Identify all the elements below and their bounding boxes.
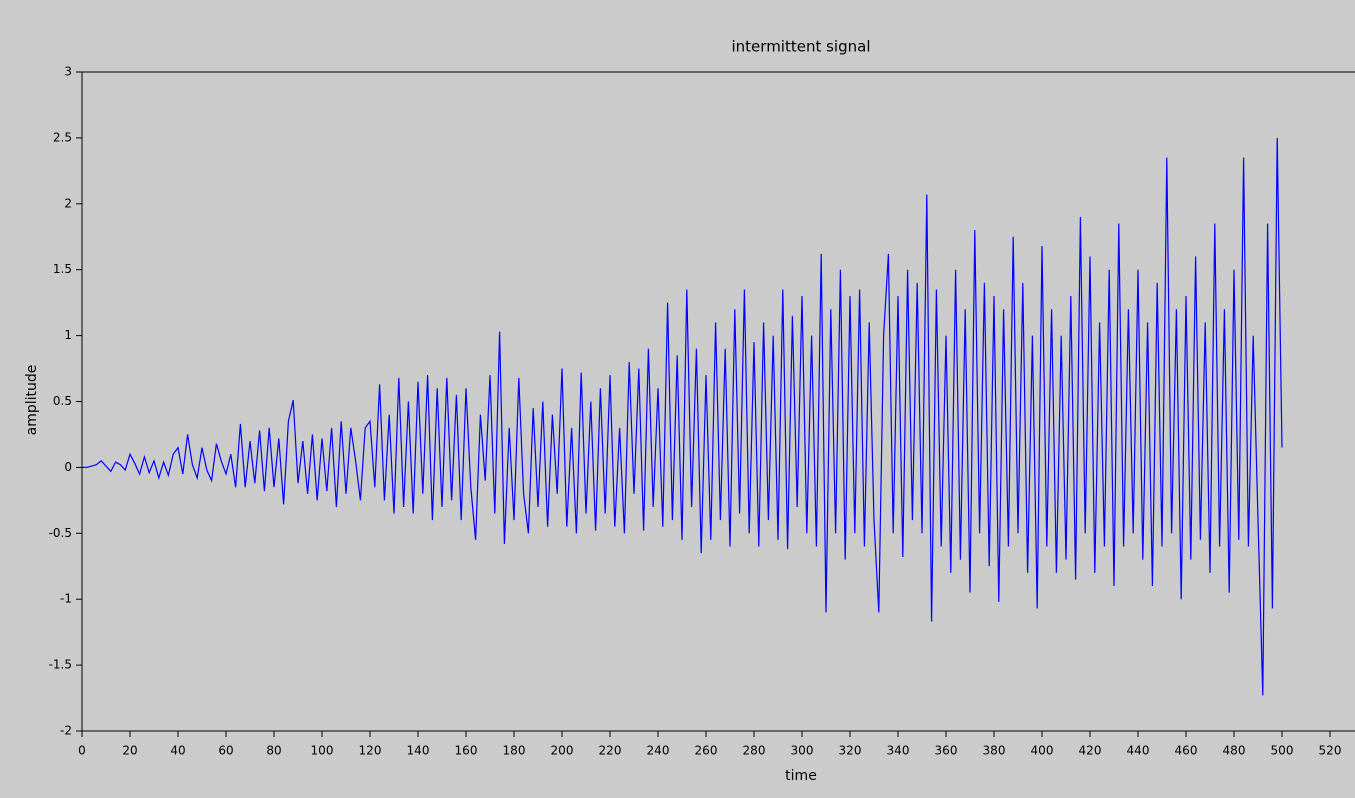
x-tick-label: 220 bbox=[599, 744, 622, 758]
y-tick-label: 2 bbox=[64, 196, 72, 210]
y-tick-label: -1 bbox=[60, 592, 72, 606]
x-tick-label: 480 bbox=[1223, 744, 1246, 758]
x-tick-label: 240 bbox=[647, 744, 670, 758]
y-tick-label: 1 bbox=[64, 328, 72, 342]
y-tick-label: -2 bbox=[60, 724, 72, 738]
y-tick-label: -1.5 bbox=[49, 658, 72, 672]
chart-title: intermittent signal bbox=[732, 38, 871, 56]
x-tick-label: 360 bbox=[935, 744, 958, 758]
x-tick-label: 160 bbox=[455, 744, 478, 758]
x-tick-label: 20 bbox=[122, 744, 137, 758]
x-tick-label: 180 bbox=[503, 744, 526, 758]
y-tick-label: 1.5 bbox=[53, 262, 72, 276]
y-tick-label: 2.5 bbox=[53, 130, 72, 144]
signal-line bbox=[82, 137, 1283, 696]
x-tick-label: 260 bbox=[695, 744, 718, 758]
x-tick-label: 140 bbox=[407, 744, 430, 758]
x-tick-label: 60 bbox=[218, 744, 233, 758]
x-tick-label: 340 bbox=[887, 744, 910, 758]
y-tick-label: -0.5 bbox=[49, 526, 72, 540]
x-tick-label: 380 bbox=[983, 744, 1006, 758]
x-axis-label: time bbox=[785, 768, 817, 784]
x-tick-label: 200 bbox=[551, 744, 574, 758]
x-tick-label: 120 bbox=[359, 744, 382, 758]
y-tick-label: 0.5 bbox=[53, 394, 72, 408]
x-tick-label: 40 bbox=[170, 744, 185, 758]
x-tick-label: 420 bbox=[1079, 744, 1102, 758]
x-tick-label: 400 bbox=[1031, 744, 1054, 758]
x-tick-label: 0 bbox=[78, 744, 86, 758]
x-tick-label: 300 bbox=[791, 744, 814, 758]
y-tick-label: 3 bbox=[64, 65, 72, 79]
x-tick-label: 100 bbox=[311, 744, 334, 758]
x-tick-label: 280 bbox=[743, 744, 766, 758]
y-tick-label: 0 bbox=[64, 460, 72, 474]
x-tick-label: 320 bbox=[839, 744, 862, 758]
x-tick-label: 80 bbox=[266, 744, 281, 758]
x-tick-label: 460 bbox=[1175, 744, 1198, 758]
y-axis-label: amplitude bbox=[24, 365, 40, 436]
x-tick-label: 440 bbox=[1127, 744, 1150, 758]
x-tick-label: 520 bbox=[1319, 744, 1342, 758]
x-tick-label: 500 bbox=[1271, 744, 1294, 758]
